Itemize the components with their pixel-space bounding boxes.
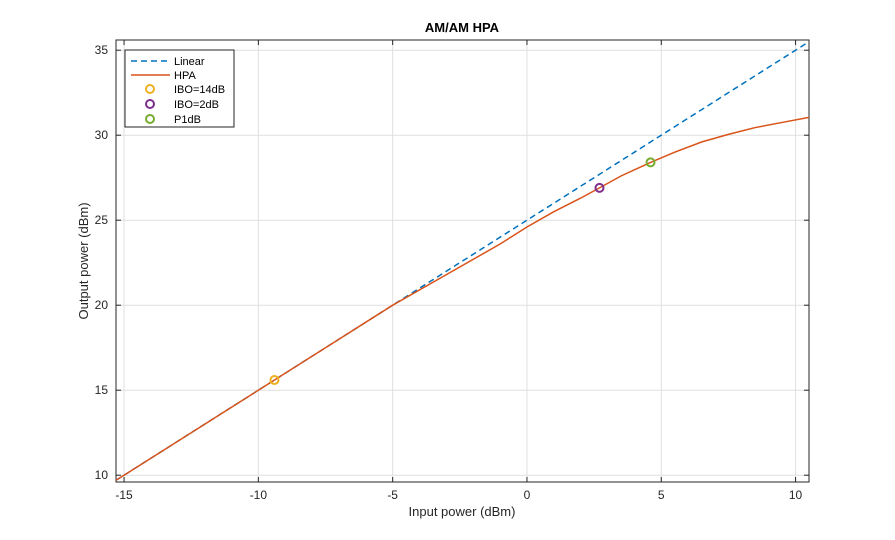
legend-hpa-label: HPA: [174, 70, 196, 82]
y-tick-label: 25: [95, 213, 109, 227]
y-tick-label: 20: [95, 298, 109, 312]
x-axis-label: Input power (dBm): [409, 504, 516, 519]
legend-linear-label: Linear: [174, 56, 205, 68]
marker-ibo-14db: [269, 375, 280, 385]
x-tick-label: -10: [250, 488, 268, 502]
marker-ibo-2db: [594, 182, 605, 193]
y-tick-label: 35: [95, 43, 109, 57]
markers-layer: [269, 157, 656, 385]
x-tick-label: 5: [658, 488, 665, 502]
x-tick-label: 10: [789, 488, 803, 502]
y-tick-label: 10: [95, 468, 109, 482]
chart-title: AM/AM HPA: [425, 20, 500, 35]
axis-ticks: -15 -10 -5 0 5 10 10 15 20 25 30 35: [95, 40, 809, 502]
legend: Linear HPA IBO=14dB IBO=2dB P1dB: [124, 49, 235, 128]
y-axis-label: Output power (dBm): [76, 202, 91, 319]
legend-ibo2-label: IBO=2dB: [174, 99, 219, 111]
plot-area-frame: [115, 39, 810, 483]
legend-ibo14-marker: [145, 84, 155, 94]
legend-ibo2-marker: [145, 99, 155, 109]
legend-p1db-marker: [145, 114, 155, 124]
x-tick-label: -5: [387, 488, 398, 502]
y-tick-label: 15: [95, 383, 109, 397]
series-layer: [115, 41, 810, 481]
legend-box: [124, 49, 235, 128]
x-tick-label: -15: [115, 488, 133, 502]
x-tick-label: 0: [524, 488, 531, 502]
y-tick-label: 30: [95, 128, 109, 142]
marker-p1db: [645, 157, 656, 168]
legend-ibo14-label: IBO=14dB: [174, 84, 225, 96]
legend-p1db-label: P1dB: [174, 114, 201, 126]
series-linear-line: [115, 41, 810, 481]
series-hpa-line: [115, 116, 810, 481]
